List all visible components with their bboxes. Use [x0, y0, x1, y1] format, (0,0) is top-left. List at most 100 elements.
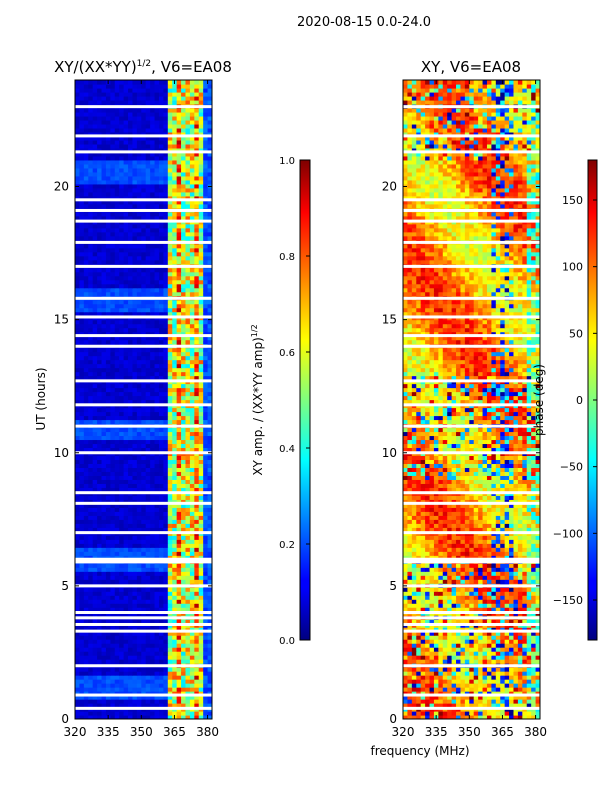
- heatmap-cell: [114, 399, 120, 405]
- heatmap-cell: [194, 159, 200, 165]
- heatmap-cell: [92, 163, 98, 169]
- heatmap-cell: [75, 111, 81, 117]
- heatmap-cell: [75, 139, 81, 145]
- heatmap-cell: [105, 339, 111, 345]
- heatmap-cell: [189, 579, 195, 584]
- heatmap-cell: [194, 695, 200, 700]
- heatmap-cell: [119, 507, 125, 512]
- heatmap-cell: [158, 155, 164, 161]
- heatmap-cell: [101, 591, 107, 596]
- heatmap-cell: [145, 475, 151, 480]
- heatmap-cell: [97, 191, 103, 197]
- heatmap-cell: [158, 703, 164, 708]
- heatmap-cell: [158, 331, 164, 337]
- heatmap-cell: [185, 407, 191, 413]
- heatmap-cell: [207, 691, 212, 696]
- heatmap-cell: [172, 543, 178, 548]
- heatmap-cell: [154, 683, 160, 688]
- heatmap-cell: [105, 187, 111, 193]
- heatmap-cell: [189, 427, 195, 433]
- heatmap-cell: [105, 247, 111, 253]
- heatmap-cell: [154, 435, 160, 441]
- heatmap-cell: [145, 447, 151, 453]
- heatmap-cell: [75, 591, 81, 596]
- heatmap-cell: [145, 399, 151, 405]
- heatmap-cell: [88, 267, 94, 273]
- heatmap-cell: [88, 187, 94, 193]
- heatmap-cell: [207, 119, 212, 125]
- heatmap-cell: [97, 323, 103, 329]
- heatmap-cell: [167, 411, 173, 417]
- heatmap-cell: [105, 539, 111, 544]
- heatmap-cell: [141, 691, 147, 696]
- heatmap-cell: [114, 271, 120, 277]
- heatmap-cell: [110, 135, 116, 141]
- heatmap-cell: [97, 607, 103, 612]
- heatmap-cell: [145, 135, 151, 141]
- heatmap-cell: [136, 107, 142, 113]
- heatmap-cell: [92, 251, 98, 257]
- heatmap-cell: [141, 599, 147, 604]
- heatmap-cell: [110, 307, 116, 313]
- heatmap-cell: [207, 547, 212, 552]
- heatmap-cell: [167, 683, 173, 688]
- heatmap-cell: [154, 143, 160, 149]
- heatmap-cell: [123, 319, 129, 325]
- heatmap-cell: [92, 659, 98, 664]
- heatmap-cell: [154, 659, 160, 664]
- heatmap-cell: [105, 291, 111, 297]
- heatmap-cell: [128, 651, 134, 656]
- heatmap-cell: [198, 271, 204, 277]
- heatmap-cell: [123, 195, 129, 201]
- heatmap-cell: [97, 139, 103, 145]
- heatmap-cell: [158, 383, 164, 389]
- heatmap-cell: [181, 311, 187, 317]
- heatmap-cell: [145, 631, 151, 636]
- heatmap-cell: [185, 335, 191, 341]
- heatmap-cell: [79, 215, 85, 221]
- heatmap-cell: [105, 95, 111, 101]
- heatmap-cell: [172, 155, 178, 161]
- heatmap-cell: [163, 175, 169, 181]
- heatmap-cell: [172, 371, 178, 377]
- heatmap-cell: [185, 551, 191, 556]
- heatmap-cell: [88, 171, 94, 177]
- heatmap-cell: [207, 347, 212, 353]
- heatmap-cell: [207, 563, 212, 568]
- heatmap-cell: [92, 555, 98, 560]
- heatmap-cell: [92, 227, 98, 233]
- heatmap-cell: [181, 183, 187, 189]
- heatmap-cell: [167, 227, 173, 233]
- heatmap-cell: [163, 511, 169, 516]
- heatmap-cell: [207, 711, 212, 716]
- heatmap-cell: [189, 311, 195, 317]
- heatmap-cell: [141, 247, 147, 253]
- heatmap-cell: [141, 383, 147, 389]
- heatmap-cell: [110, 411, 116, 417]
- heatmap-cell: [185, 80, 191, 85]
- heatmap-cell: [119, 363, 125, 369]
- heatmap-cell: [176, 127, 182, 133]
- heatmap-cell: [75, 167, 81, 173]
- heatmap-cell: [158, 691, 164, 696]
- heatmap-cell: [203, 687, 209, 692]
- heatmap-cell: [176, 311, 182, 317]
- heatmap-cell: [172, 127, 178, 133]
- heatmap-cell: [101, 567, 107, 572]
- heatmap-cell: [97, 135, 103, 141]
- heatmap-cell: [207, 83, 212, 89]
- heatmap-cell: [194, 683, 200, 688]
- heatmap-cell: [123, 659, 129, 664]
- heatmap-cell: [114, 267, 120, 273]
- heatmap-cell: [110, 671, 116, 676]
- heatmap-cell: [203, 91, 209, 97]
- heatmap-cell: [145, 643, 151, 648]
- heatmap-cell: [105, 255, 111, 261]
- heatmap-cell: [119, 579, 125, 584]
- heatmap-cell: [128, 231, 134, 237]
- heatmap-cell: [172, 87, 178, 93]
- heatmap-cell: [136, 351, 142, 357]
- heatmap-cell: [123, 383, 129, 389]
- heatmap-cell: [119, 179, 125, 185]
- heatmap-cell: [176, 291, 182, 297]
